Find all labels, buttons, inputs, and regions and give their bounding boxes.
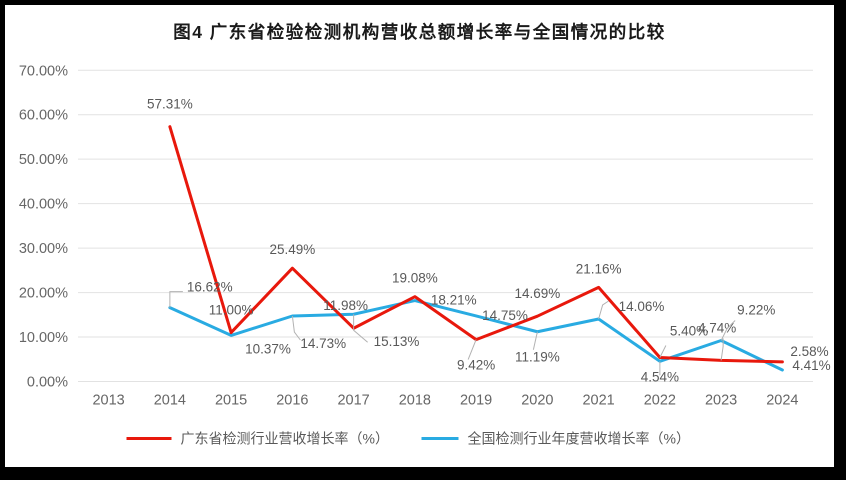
svg-text:2020: 2020 <box>521 393 553 409</box>
svg-text:57.31%: 57.31% <box>147 97 193 112</box>
svg-text:18.21%: 18.21% <box>431 293 477 308</box>
svg-text:30.00%: 30.00% <box>19 241 68 257</box>
svg-text:2015: 2015 <box>215 393 247 409</box>
svg-text:70.00%: 70.00% <box>19 63 68 79</box>
svg-text:40.00%: 40.00% <box>19 197 68 213</box>
svg-text:4.54%: 4.54% <box>641 369 679 384</box>
svg-text:11.00%: 11.00% <box>209 303 254 318</box>
svg-text:14.69%: 14.69% <box>514 286 560 301</box>
svg-text:4.41%: 4.41% <box>792 358 830 373</box>
svg-text:16.62%: 16.62% <box>187 280 233 295</box>
svg-text:11.98%: 11.98% <box>323 298 368 313</box>
svg-text:21.16%: 21.16% <box>576 261 622 276</box>
svg-text:50.00%: 50.00% <box>19 152 68 168</box>
svg-text:2021: 2021 <box>582 393 614 409</box>
svg-text:2022: 2022 <box>644 393 676 409</box>
svg-text:14.75%: 14.75% <box>482 308 528 323</box>
svg-text:广东省检测行业营收增长率（%）: 广东省检测行业营收增长率（%） <box>181 431 389 447</box>
svg-text:15.13%: 15.13% <box>374 334 420 349</box>
svg-text:14.73%: 14.73% <box>300 336 346 351</box>
svg-text:9.22%: 9.22% <box>737 303 775 318</box>
svg-text:2013: 2013 <box>92 393 124 409</box>
svg-text:2016: 2016 <box>276 393 308 409</box>
svg-text:20.00%: 20.00% <box>19 286 68 302</box>
svg-text:60.00%: 60.00% <box>19 108 68 124</box>
svg-text:9.42%: 9.42% <box>457 358 495 373</box>
svg-text:19.08%: 19.08% <box>392 271 438 286</box>
svg-text:2024: 2024 <box>766 393 798 409</box>
svg-text:4.74%: 4.74% <box>698 320 736 335</box>
svg-text:2019: 2019 <box>460 393 492 409</box>
svg-text:25.49%: 25.49% <box>269 242 315 257</box>
svg-text:14.06%: 14.06% <box>619 299 665 314</box>
svg-text:2.58%: 2.58% <box>790 344 828 359</box>
svg-text:2018: 2018 <box>399 393 431 409</box>
svg-text:11.19%: 11.19% <box>515 350 560 365</box>
svg-text:0.00%: 0.00% <box>27 375 68 391</box>
svg-text:10.37%: 10.37% <box>245 341 291 356</box>
svg-text:2014: 2014 <box>154 393 186 409</box>
svg-text:全国检测行业年度营收增长率（%）: 全国检测行业年度营收增长率（%） <box>468 431 690 447</box>
svg-text:10.00%: 10.00% <box>19 330 68 346</box>
svg-text:2017: 2017 <box>337 393 369 409</box>
svg-text:2023: 2023 <box>705 393 737 409</box>
